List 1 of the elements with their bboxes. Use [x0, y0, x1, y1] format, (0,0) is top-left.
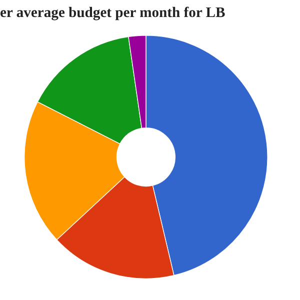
chart-title: er average budget per month for LB — [0, 6, 225, 20]
